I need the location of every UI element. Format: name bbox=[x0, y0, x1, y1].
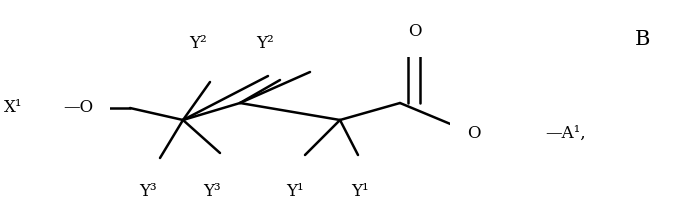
Text: Y¹: Y¹ bbox=[286, 183, 304, 200]
Text: Y²: Y² bbox=[189, 35, 207, 52]
Text: B: B bbox=[635, 30, 650, 49]
Text: Y³: Y³ bbox=[203, 183, 221, 200]
Text: Y²: Y² bbox=[256, 35, 274, 52]
Text: Y³: Y³ bbox=[139, 183, 157, 200]
Text: X¹: X¹ bbox=[3, 99, 22, 117]
Text: O: O bbox=[408, 23, 422, 40]
Text: —O: —O bbox=[63, 99, 93, 117]
Text: Y¹: Y¹ bbox=[351, 183, 369, 200]
Text: —A¹,: —A¹, bbox=[545, 125, 586, 141]
Text: O: O bbox=[467, 125, 480, 141]
